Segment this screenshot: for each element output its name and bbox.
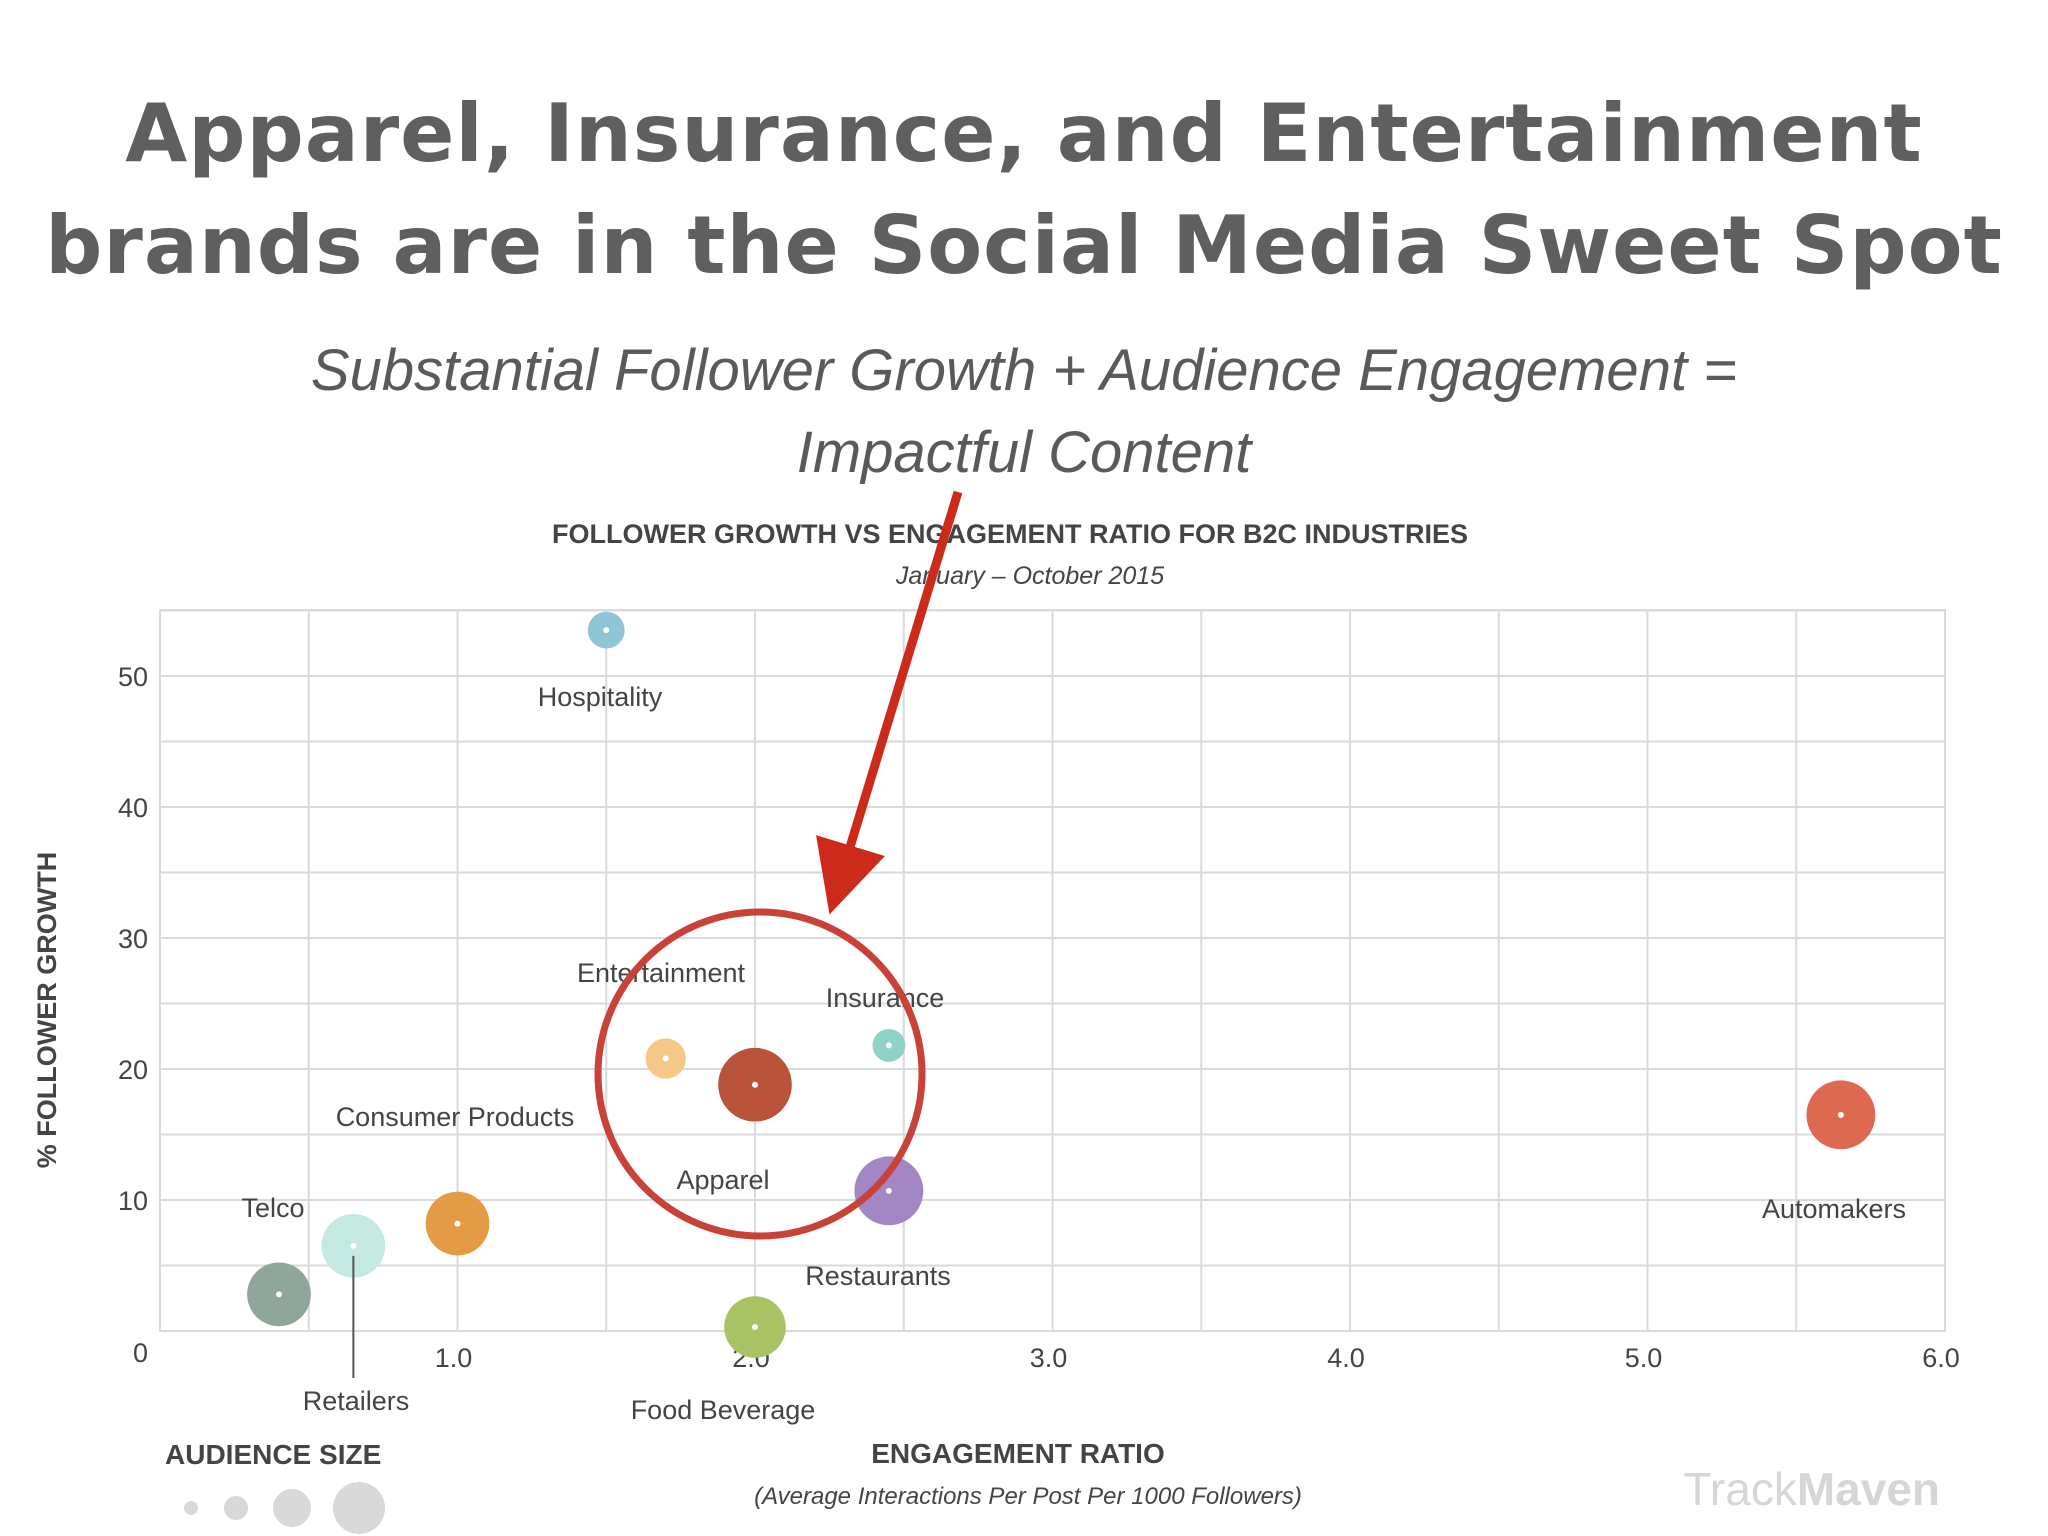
label-entertainment: Entertainment: [577, 958, 746, 988]
bubble-center-dot: [454, 1220, 461, 1227]
bubble-center-dot: [350, 1242, 357, 1249]
bubble-center-dot: [885, 1042, 892, 1049]
y-tick-label: 10: [118, 1186, 148, 1216]
x-tick-label: 4.0: [1327, 1343, 1365, 1373]
bubble-center-dot: [752, 1081, 758, 1088]
legend-size-smallest: [184, 1501, 198, 1515]
headline-line-2: brands are in the Social Media Sweet Spo…: [45, 199, 2003, 292]
bubble-center-dot: [1837, 1111, 1844, 1118]
label-food-beverage: Food Beverage: [631, 1395, 816, 1425]
bubble-labels: Hospitality Entertainment Apparel Insurance…: [241, 682, 1906, 1425]
label-apparel: Apparel: [676, 1165, 769, 1195]
chart-title: FOLLOWER GROWTH VS ENGAGEMENT RATIO FOR …: [552, 519, 1468, 549]
legend-title: AUDIENCE SIZE: [165, 1439, 381, 1470]
subhead: Substantial Follower Growth + Audience E…: [0, 330, 2048, 494]
y-tick-label: 40: [118, 793, 148, 823]
legend-size-medium: [273, 1489, 311, 1527]
trackmaven-logo: TrackMaven: [1684, 1463, 1940, 1515]
headline: Apparel, Insurance, and Entertainment br…: [0, 78, 2048, 302]
chart-bubbles: [247, 611, 1876, 1358]
label-insurance: Insurance: [826, 983, 945, 1013]
y-tick-label: 0: [133, 1338, 148, 1368]
label-hospitality: Hospitality: [538, 682, 663, 712]
y-tick-label: 20: [118, 1055, 148, 1085]
x-axis-sublabel: (Average Interactions Per Post Per 1000 …: [754, 1483, 1302, 1510]
x-tick-label: 6.0: [1922, 1343, 1960, 1373]
headline-line-1: Apparel, Insurance, and Entertainment: [125, 87, 1923, 180]
label-restaurants: Restaurants: [805, 1261, 951, 1291]
bubble-center-dot: [603, 627, 610, 634]
x-tick-label: 5.0: [1625, 1343, 1663, 1373]
audience-size-legend: AUDIENCE SIZE: [165, 1439, 385, 1534]
y-tick-label: 50: [118, 662, 148, 692]
subhead-line-2: Impactful Content: [796, 420, 1252, 485]
y-tick-label: 30: [118, 924, 148, 954]
chart-grid: [159, 609, 1946, 1332]
y-axis-label: % FOLLOWER GROWTH: [32, 852, 62, 1168]
callout-arrow: [816, 490, 963, 915]
x-axis-label: ENGAGEMENT RATIO: [871, 1438, 1164, 1469]
highlight-circle: [594, 908, 926, 1240]
label-automakers: Automakers: [1762, 1194, 1906, 1224]
legend-size-small: [224, 1496, 248, 1520]
legend-size-large: [333, 1482, 385, 1534]
label-retailers: Retailers: [303, 1386, 410, 1416]
label-consumer-products: Consumer Products: [336, 1102, 575, 1132]
bubble-center-dot: [662, 1055, 669, 1062]
x-tick-label: 1.0: [435, 1343, 473, 1373]
bubble-center-dot: [752, 1324, 758, 1331]
bubble-center-dot: [276, 1291, 282, 1298]
x-tick-label: 3.0: [1030, 1343, 1068, 1373]
label-telco: Telco: [241, 1193, 304, 1223]
subhead-line-1: Substantial Follower Growth + Audience E…: [310, 338, 1738, 403]
bubble-center-dot: [885, 1187, 892, 1194]
